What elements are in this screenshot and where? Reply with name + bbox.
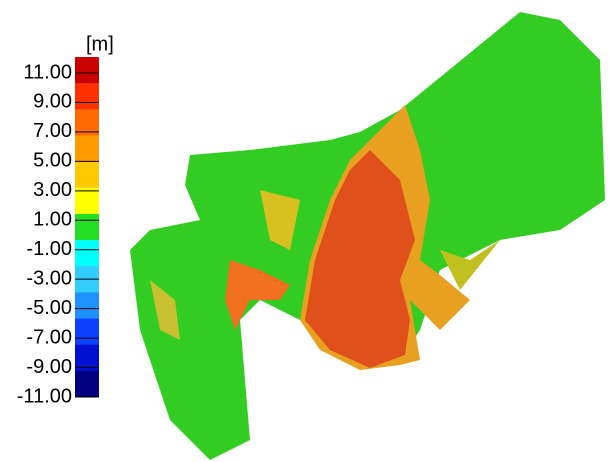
- color-legend: [m] 11.00 9.00 7.00 5.00 3.00 1.00 -1.00 -3.00 -…: [17, 33, 114, 407]
- legend-swatch: [75, 240, 99, 267]
- legend-label: -9.00: [26, 356, 72, 378]
- legend-swatch: [75, 214, 99, 241]
- legend-swatch: [75, 83, 99, 110]
- legend-swatch: [75, 57, 99, 84]
- legend-label: 9.00: [33, 91, 72, 113]
- legend-swatch: [75, 371, 99, 398]
- legend-label: -11.00: [17, 385, 72, 407]
- legend-label: 1.00: [33, 209, 72, 231]
- legend-swatch: [75, 188, 99, 215]
- map-view: [m] 11.00 9.00 7.00 5.00 3.00 1.00 -1.00 -3.00 -…: [0, 0, 609, 462]
- legend-label: 7.00: [33, 120, 72, 142]
- legend-swatch: [75, 135, 99, 162]
- terrain: [130, 12, 605, 460]
- legend-label: -1.00: [26, 238, 72, 260]
- legend-label: -5.00: [26, 297, 72, 319]
- legend-swatch: [75, 162, 99, 189]
- map: [m] 11.00 9.00 7.00 5.00 3.00 1.00 -1.00 -3.00 -…: [0, 0, 609, 462]
- legend-label: 3.00: [33, 179, 72, 201]
- legend-swatch: [75, 292, 99, 319]
- legend-swatch: [75, 319, 99, 346]
- legend-label: 5.00: [33, 150, 72, 172]
- legend-label: -3.00: [26, 267, 72, 289]
- legend-label: 11.00: [23, 61, 72, 83]
- legend-label: -7.00: [26, 326, 72, 348]
- legend-unit: [m]: [86, 33, 114, 55]
